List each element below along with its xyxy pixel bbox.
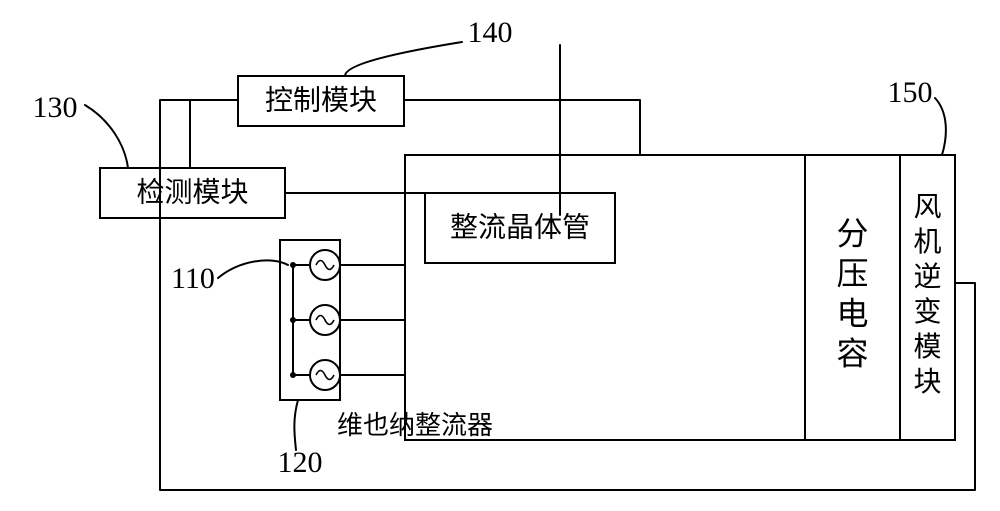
callout-c110: 110 <box>171 260 288 295</box>
wire-detect_to_control <box>190 100 238 168</box>
svg-text:130: 130 <box>33 91 78 124</box>
svg-text:140: 140 <box>468 16 513 49</box>
svg-text:风机逆变模块: 风机逆变模块 <box>913 192 941 398</box>
svg-text:维也纳整流器: 维也纳整流器 <box>337 411 493 440</box>
callout-c140: 140 <box>345 16 513 76</box>
callout-c150: 150 <box>888 76 946 155</box>
svg-text:整流晶体管: 整流晶体管 <box>450 211 590 243</box>
svg-text:150: 150 <box>888 76 933 109</box>
svg-text:120: 120 <box>278 446 323 479</box>
svg-text:110: 110 <box>171 262 215 295</box>
svg-text:控制模块: 控制模块 <box>265 84 377 116</box>
callout-c120: 120 <box>278 400 323 479</box>
three-phase-source <box>280 240 405 400</box>
wire-control_to_vienna <box>404 100 640 155</box>
block-vienna: 维也纳整流器 <box>337 155 805 440</box>
callout-c130: 130 <box>33 91 129 168</box>
svg-text:分压电容: 分压电容 <box>836 216 868 372</box>
svg-text:检测模块: 检测模块 <box>136 176 248 208</box>
